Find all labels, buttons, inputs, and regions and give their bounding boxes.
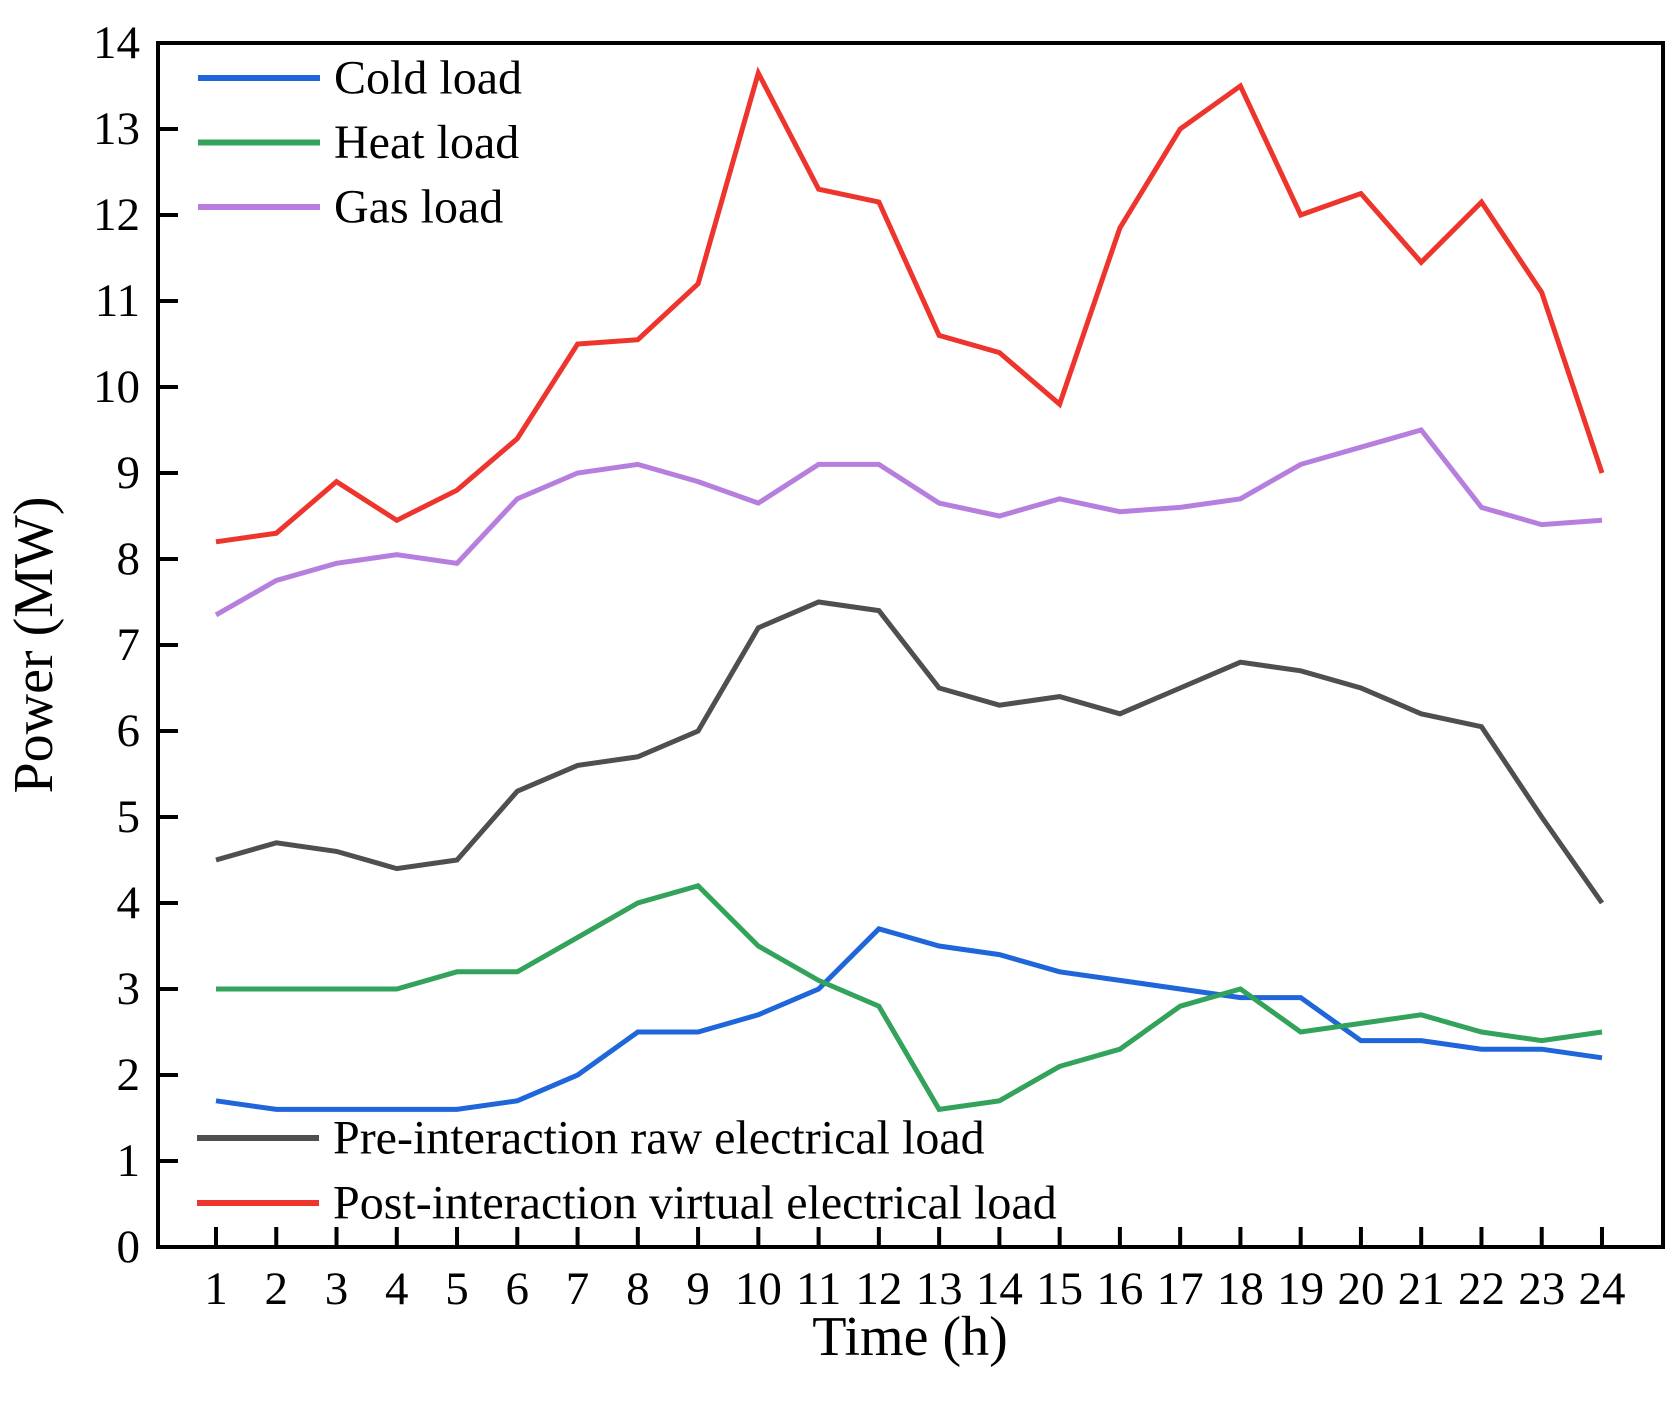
y-tick-label: 2 — [117, 1049, 141, 1101]
x-tick-label: 10 — [735, 1263, 782, 1315]
y-tick-label: 5 — [117, 791, 141, 843]
legend-bottom: Pre-interaction raw electrical load Post-… — [197, 1112, 1057, 1230]
y-tick-label: 8 — [117, 533, 141, 585]
x-tick-label: 6 — [506, 1263, 530, 1315]
x-axis-title: Time (h) — [812, 1306, 1008, 1368]
legend-label: Post-interaction virtual electrical load — [333, 1177, 1057, 1230]
x-tick-label: 11 — [796, 1263, 841, 1315]
y-tick-label: 9 — [117, 447, 141, 499]
y-tick-label: 3 — [117, 963, 141, 1015]
series-line-pre-interaction-raw-electrical-load — [215, 599, 1605, 905]
y-tick-label: 13 — [93, 103, 140, 155]
x-tick-label: 23 — [1518, 1263, 1565, 1315]
y-tick-label: 4 — [117, 877, 141, 929]
legend-label: Cold load — [334, 52, 522, 105]
x-tick-label: 9 — [686, 1263, 710, 1315]
x-tick-label: 4 — [385, 1263, 409, 1315]
x-tick-label: 21 — [1398, 1263, 1445, 1315]
x-tick-label: 19 — [1277, 1263, 1324, 1315]
y-tick-label: 7 — [117, 619, 141, 671]
series-line-heat-load — [216, 882, 1603, 1113]
x-tick-label: 24 — [1578, 1263, 1625, 1315]
x-tick-label: 13 — [916, 1263, 963, 1315]
x-tick-label: 7 — [566, 1263, 590, 1315]
y-tick-label: 12 — [93, 189, 140, 241]
x-tick-label: 17 — [1157, 1263, 1204, 1315]
legend-top: Cold load Heat load Gas load — [198, 52, 522, 234]
x-tick-label: 3 — [325, 1263, 349, 1315]
x-tick-label: 20 — [1337, 1263, 1384, 1315]
y-tick-label: 6 — [117, 705, 141, 757]
legend-label: Heat load — [334, 116, 519, 169]
x-tick-label: 1 — [204, 1263, 228, 1315]
legend-label: Pre-interaction raw electrical load — [333, 1112, 985, 1165]
y-tick-label: 0 — [117, 1221, 141, 1273]
y-tick-label: 1 — [117, 1135, 141, 1187]
x-tick-label: 16 — [1096, 1263, 1143, 1315]
series-line-gas-load — [214, 427, 1603, 618]
x-tick-label: 18 — [1217, 1263, 1264, 1315]
x-tick-label: 5 — [445, 1263, 469, 1315]
series-line-cold-load — [215, 925, 1603, 1112]
y-tick-label: 11 — [95, 275, 140, 327]
x-tick-label: 14 — [976, 1263, 1023, 1315]
x-tick-label: 22 — [1458, 1263, 1505, 1315]
y-tick-label: 10 — [93, 361, 140, 413]
y-tick-label: 14 — [93, 17, 140, 69]
y-axis-title: Power (MW) — [3, 496, 65, 793]
series-line-post-interaction-virtual-electrical-load — [215, 66, 1605, 545]
legend-label: Gas load — [334, 181, 503, 234]
x-tick-label: 2 — [265, 1263, 289, 1315]
x-tick-label: 8 — [626, 1263, 650, 1315]
x-tick-label: 12 — [855, 1263, 902, 1315]
x-tick-label: 15 — [1036, 1263, 1083, 1315]
